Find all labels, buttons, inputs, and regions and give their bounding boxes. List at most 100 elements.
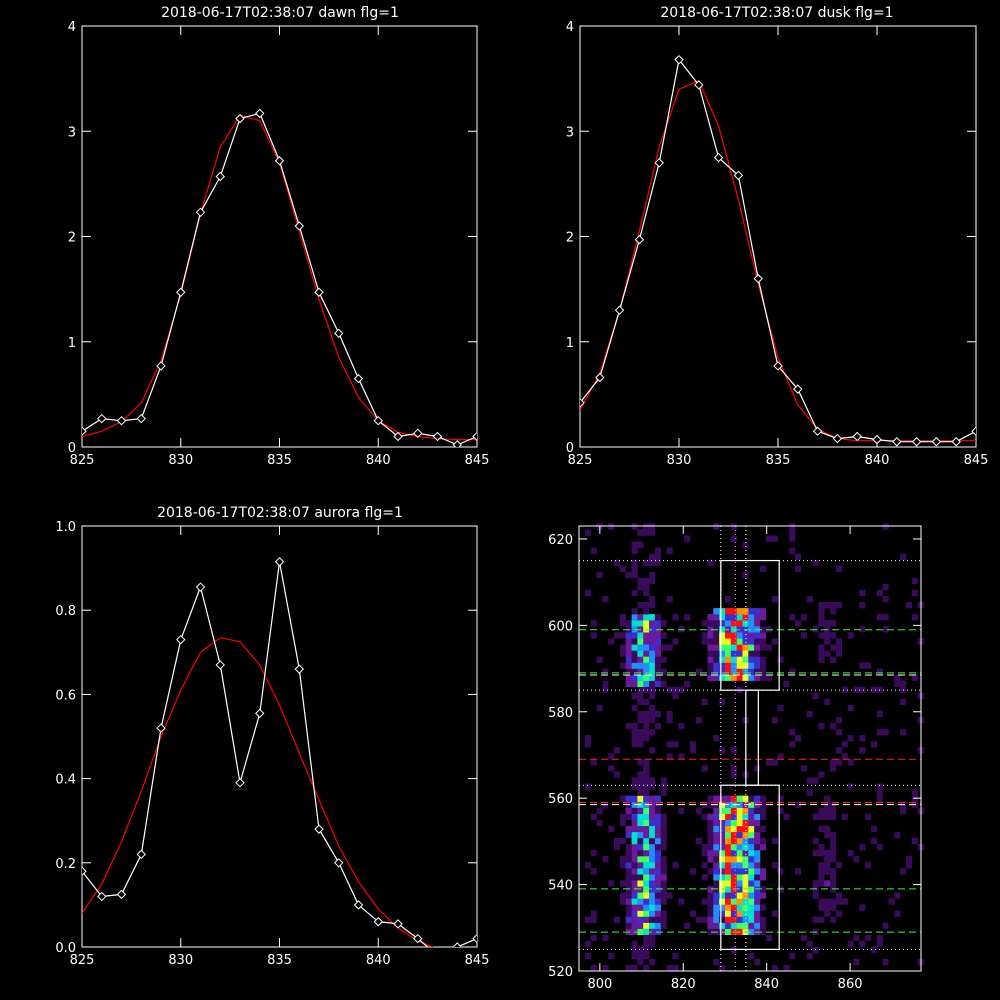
heatmap-cell (713, 650, 720, 657)
heatmap-cell (631, 813, 638, 820)
heatmap-cell (643, 825, 650, 833)
heatmap-cell (584, 916, 591, 923)
heatmap-cell (871, 741, 878, 748)
heatmap-cell (725, 662, 732, 669)
heatmap-cell (672, 638, 679, 645)
spectrogram-panel: 800 820 840 860 520 540 560 580 600 620 (548, 523, 924, 992)
heatmap-cell (754, 892, 761, 899)
heatmap-cell (748, 952, 755, 960)
heatmap-cell (818, 723, 825, 730)
heatmap-cell (643, 783, 650, 790)
heatmap-cell (643, 922, 650, 929)
heatmap-cell (637, 837, 644, 845)
heatmap-cell (649, 783, 656, 790)
heatmap-cell (619, 837, 626, 845)
heatmap-cell (631, 638, 638, 645)
spectrogram-ticks: 800 820 840 860 520 540 560 580 600 620 (548, 526, 921, 992)
heatmap-cell (649, 910, 656, 917)
heatmap-cell (707, 886, 714, 893)
heatmap-cell (725, 862, 732, 869)
heatmap-cell (725, 608, 732, 615)
heatmap-cell (736, 674, 743, 681)
heatmap-cell (900, 868, 907, 875)
heatmap-cell (590, 632, 597, 639)
heatmap-cell (882, 958, 889, 966)
heatmap-cell (625, 807, 632, 814)
heatmap-cell (707, 856, 714, 863)
heatmap-cell (789, 741, 796, 748)
aurora-data-point (156, 723, 166, 733)
heatmap-cell (643, 608, 650, 615)
heatmap-cell (748, 850, 755, 857)
heatmap-cell (654, 904, 661, 911)
heatmap-cell (701, 698, 708, 706)
heatmap-cell (649, 795, 656, 802)
heatmap-cell (631, 856, 638, 863)
heatmap-cell (660, 874, 667, 881)
heatmap-cell (760, 886, 767, 893)
heatmap-cell (730, 874, 737, 881)
heatmap-cell (608, 765, 615, 772)
dawn-data-point (432, 431, 443, 442)
dusk-data-point (753, 273, 763, 284)
heatmap-cell (643, 729, 650, 736)
heatmap-cell (777, 807, 784, 814)
dusk-y-tick-label: 2 (566, 231, 574, 246)
heatmap-cell (865, 813, 872, 820)
heatmap-cell (760, 922, 767, 929)
heatmap-cell (748, 626, 755, 633)
heatmap-cell (736, 620, 743, 627)
heatmap-cell (719, 868, 726, 875)
heatmap-cell (660, 892, 667, 899)
heatmap-cell (660, 632, 667, 639)
heatmap-cell (654, 916, 661, 923)
heatmap-cell (649, 674, 656, 681)
heatmap-cell (748, 928, 755, 935)
heatmap-cell (631, 874, 638, 881)
aurora-data-point (97, 891, 107, 902)
heatmap-cell (824, 831, 831, 839)
dusk-data-point (694, 80, 704, 90)
heatmap-cell (713, 620, 720, 627)
heatmap-cell (637, 868, 644, 875)
heatmap-cell (719, 674, 726, 681)
heatmap-cell (742, 825, 749, 833)
heatmap-cell (830, 856, 837, 863)
aurora-data-point (255, 708, 265, 719)
dawn-data-point (136, 413, 146, 424)
heatmap-cell (760, 632, 767, 639)
heatmap-cell (824, 850, 831, 857)
heatmap-cell (637, 783, 644, 790)
aurora-y-tick-label: 0.8 (55, 604, 76, 619)
heatmap-cell (835, 910, 842, 917)
heatmap-cell (900, 553, 907, 560)
heatmap-cell (824, 650, 831, 657)
heatmap-cell (725, 880, 732, 887)
aurora-ticks: 825 830 835 840 845 0.0 0.2 0.4 0.6 0.8 1.0 (55, 520, 489, 968)
heatmap-cell (637, 856, 644, 863)
heatmap-cell (625, 965, 632, 972)
heatmap-cell (719, 831, 726, 839)
heatmap-cell (637, 620, 644, 627)
heatmap-cell (754, 874, 761, 881)
heatmap-cell (660, 880, 667, 887)
heatmap-cell (730, 837, 737, 845)
heatmap-cell (666, 596, 673, 603)
heatmap-cell (730, 850, 737, 857)
heatmap-cell (654, 553, 661, 560)
heatmap-cell (654, 880, 661, 887)
heatmap-cell (882, 922, 889, 929)
heatmap-cell (830, 844, 837, 851)
heatmap-cell (748, 638, 755, 645)
heatmap-cell (660, 922, 667, 929)
heatmap-cell (625, 620, 632, 627)
heatmap-cell (619, 620, 626, 627)
heatmap-cell (631, 644, 638, 651)
heatmap-cell (736, 656, 743, 663)
aurora-x-tick-label: 840 (366, 953, 391, 968)
heatmap-cell (631, 862, 638, 869)
heatmap-cell (631, 868, 638, 875)
heatmap-cell (830, 850, 837, 857)
dawn-ticks: 825 830 835 840 845 0 1 2 3 4 (68, 20, 490, 468)
heatmap-cell (713, 644, 720, 651)
